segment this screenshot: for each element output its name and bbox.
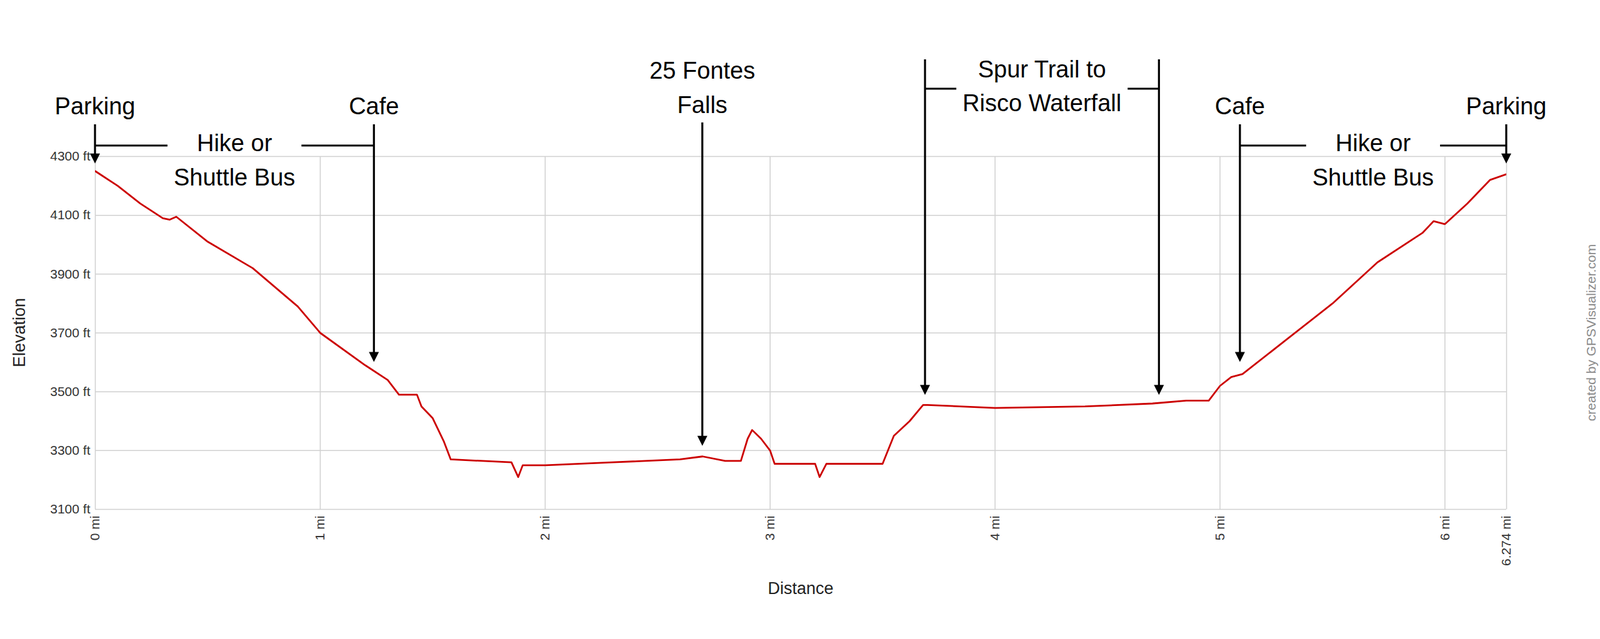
svg-text:Cafe: Cafe [348, 93, 399, 120]
svg-text:6 mi: 6 mi [1437, 516, 1452, 542]
svg-text:0 mi: 0 mi [87, 516, 102, 542]
svg-text:Falls: Falls [677, 91, 728, 119]
svg-text:4100 ft: 4100 ft [50, 207, 90, 222]
svg-text:Risco Waterfall: Risco Waterfall [962, 90, 1122, 117]
svg-text:3 mi: 3 mi [762, 516, 777, 542]
svg-text:25 Fontes: 25 Fontes [649, 57, 755, 84]
svg-text:3900 ft: 3900 ft [50, 266, 90, 282]
svg-text:Hike or: Hike or [196, 130, 273, 157]
svg-text:1 mi: 1 mi [312, 516, 327, 542]
svg-text:3100 ft: 3100 ft [50, 501, 90, 517]
svg-text:2 mi: 2 mi [537, 516, 552, 542]
svg-text:created by GPSVisualizer.com: created by GPSVisualizer.com [1583, 244, 1599, 422]
svg-text:Parking: Parking [55, 93, 136, 120]
svg-text:Elevation: Elevation [10, 298, 29, 368]
svg-text:Parking: Parking [1466, 93, 1547, 120]
svg-text:Shuttle Bus: Shuttle Bus [173, 164, 295, 191]
svg-text:5 mi: 5 mi [1212, 516, 1227, 542]
svg-text:3700 ft: 3700 ft [50, 325, 90, 340]
svg-text:3500 ft: 3500 ft [50, 384, 90, 399]
svg-text:Hike or: Hike or [1335, 130, 1412, 157]
svg-text:Shuttle Bus: Shuttle Bus [1312, 164, 1434, 191]
svg-text:4300 ft: 4300 ft [50, 148, 90, 164]
svg-text:6.274 mi: 6.274 mi [1498, 516, 1514, 567]
svg-text:Spur Trail to: Spur Trail to [978, 56, 1107, 83]
svg-text:3300 ft: 3300 ft [50, 443, 90, 458]
svg-text:Distance: Distance [767, 579, 834, 599]
svg-text:Cafe: Cafe [1215, 93, 1265, 120]
svg-text:4 mi: 4 mi [987, 516, 1002, 542]
